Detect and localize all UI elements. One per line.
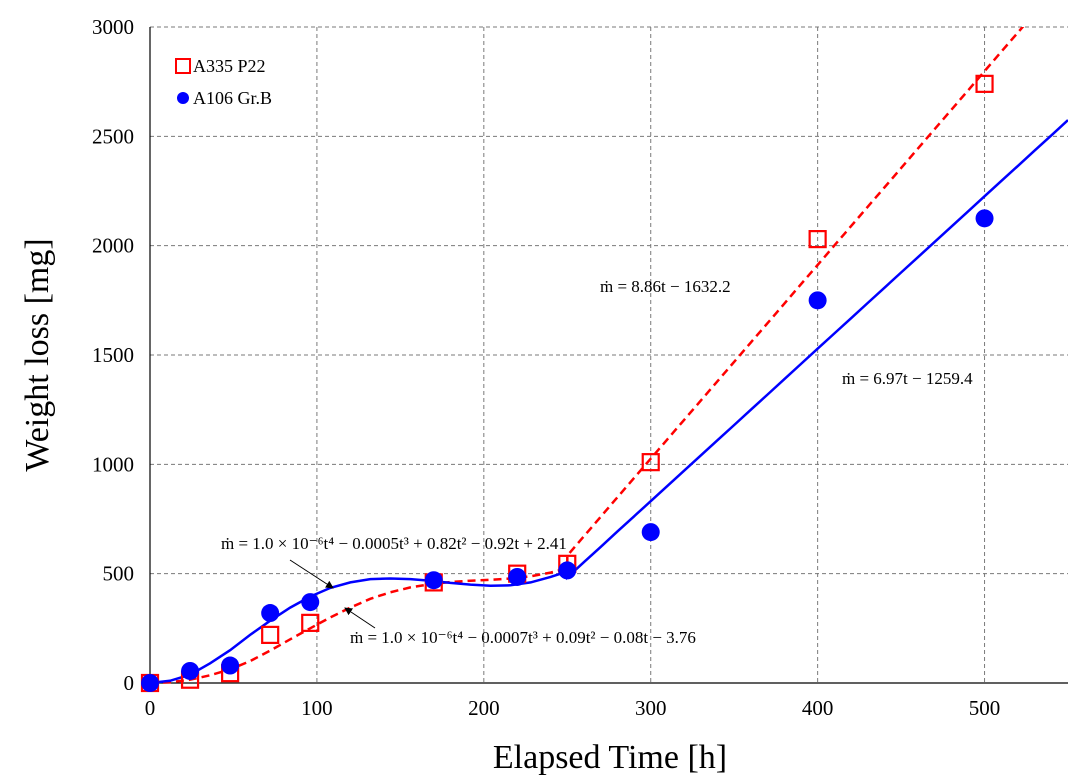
axes: 0 500 1000 1500 2000 2500 3000 0 100 200 300 400 500 bbox=[92, 15, 1068, 720]
data-point-grb bbox=[641, 523, 660, 542]
data-point-grb bbox=[221, 656, 240, 675]
x-tick-label: 200 bbox=[468, 696, 500, 720]
y-tick-label: 1500 bbox=[92, 343, 134, 367]
data-point-grb bbox=[508, 567, 527, 586]
y-tick-label: 500 bbox=[103, 562, 135, 586]
data-point-p22 bbox=[261, 625, 280, 644]
data-point-p22 bbox=[641, 453, 660, 472]
legend-marker-p22 bbox=[175, 58, 191, 74]
equation-p22-polynomial: ṁ = 1.0 × 10⁻⁶t⁴ − 0.0007t³ + 0.09t² − 0… bbox=[350, 628, 696, 647]
fit-curves bbox=[149, 27, 1068, 685]
x-tick-label: 300 bbox=[635, 696, 667, 720]
arrow-p22-polynomial bbox=[344, 607, 376, 629]
equation-p22-linear: ṁ = 8.86t − 1632.2 bbox=[600, 277, 731, 296]
y-tick-label: 0 bbox=[124, 671, 135, 695]
data-point-grb bbox=[558, 561, 577, 580]
x-tick-label: 400 bbox=[802, 696, 834, 720]
data-point-grb bbox=[424, 571, 443, 590]
data-point-grb bbox=[975, 209, 994, 228]
grid bbox=[150, 26, 1068, 683]
data-points bbox=[140, 74, 994, 693]
x-tick-label: 100 bbox=[301, 696, 333, 720]
equation-grb-polynomial: ṁ = 1.0 × 10⁻⁶t⁴ − 0.0005t³ + 0.82t² − 0… bbox=[221, 534, 567, 553]
y-tick-label: 3000 bbox=[92, 15, 134, 39]
legend-marker-grb bbox=[177, 92, 189, 104]
y-axis-title: Weight loss [mg] bbox=[19, 238, 56, 471]
fit-curve-p22 bbox=[149, 27, 1025, 685]
data-point-p22 bbox=[808, 230, 827, 249]
legend-label-grb: A106 Gr.B bbox=[193, 88, 272, 108]
arrow-grb-polynomial bbox=[289, 559, 334, 589]
x-tick-label: 0 bbox=[145, 696, 156, 720]
data-point-grb bbox=[181, 661, 200, 680]
x-axis-title: Elapsed Time [h] bbox=[493, 739, 727, 776]
y-tick-label: 2500 bbox=[92, 124, 134, 148]
data-point-p22 bbox=[301, 613, 320, 632]
data-point-p22 bbox=[975, 74, 994, 93]
data-point-grb bbox=[261, 604, 280, 623]
y-tick-label: 1000 bbox=[92, 452, 134, 476]
data-point-grb bbox=[808, 291, 827, 310]
fit-curve-grb bbox=[149, 119, 1068, 685]
equation-grb-linear: ṁ = 6.97t − 1259.4 bbox=[842, 369, 973, 388]
y-tick-label: 2000 bbox=[92, 234, 134, 258]
data-point-grb bbox=[141, 674, 159, 692]
legend: A335 P22 A106 Gr.B bbox=[175, 56, 272, 108]
legend-label-p22: A335 P22 bbox=[193, 56, 266, 76]
data-point-grb bbox=[301, 593, 320, 612]
x-tick-label: 500 bbox=[969, 696, 1001, 720]
